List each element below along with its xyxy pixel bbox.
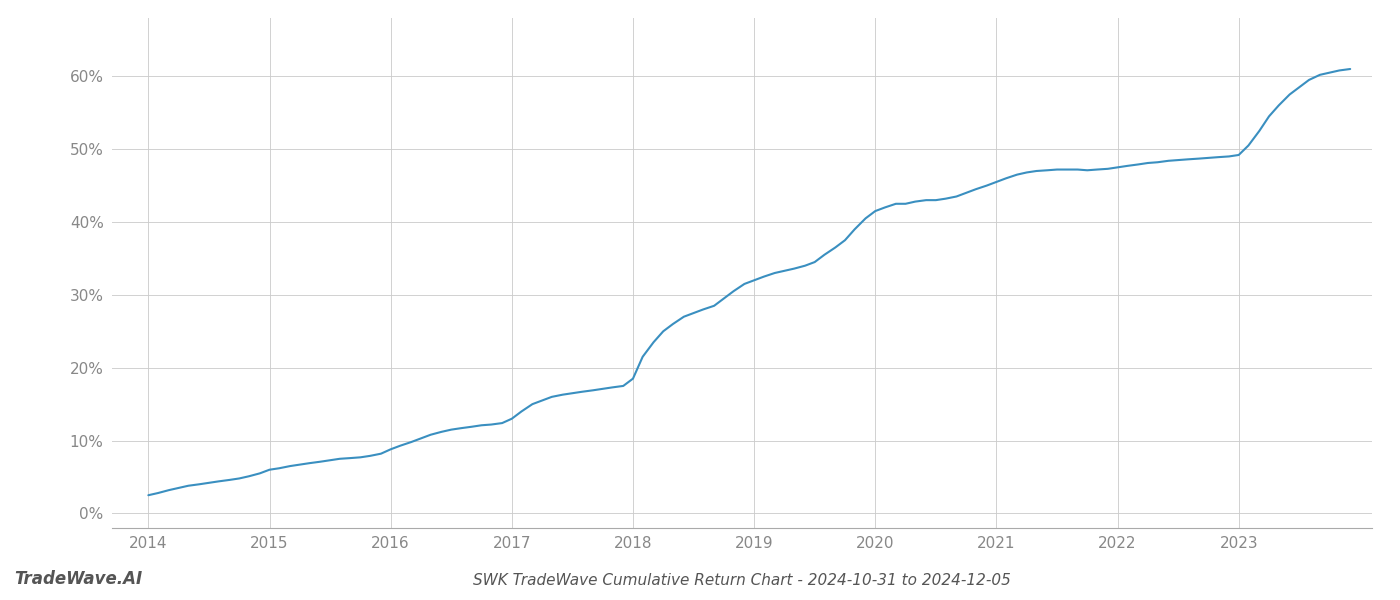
Text: SWK TradeWave Cumulative Return Chart - 2024-10-31 to 2024-12-05: SWK TradeWave Cumulative Return Chart - … xyxy=(473,573,1011,588)
Text: TradeWave.AI: TradeWave.AI xyxy=(14,570,143,588)
